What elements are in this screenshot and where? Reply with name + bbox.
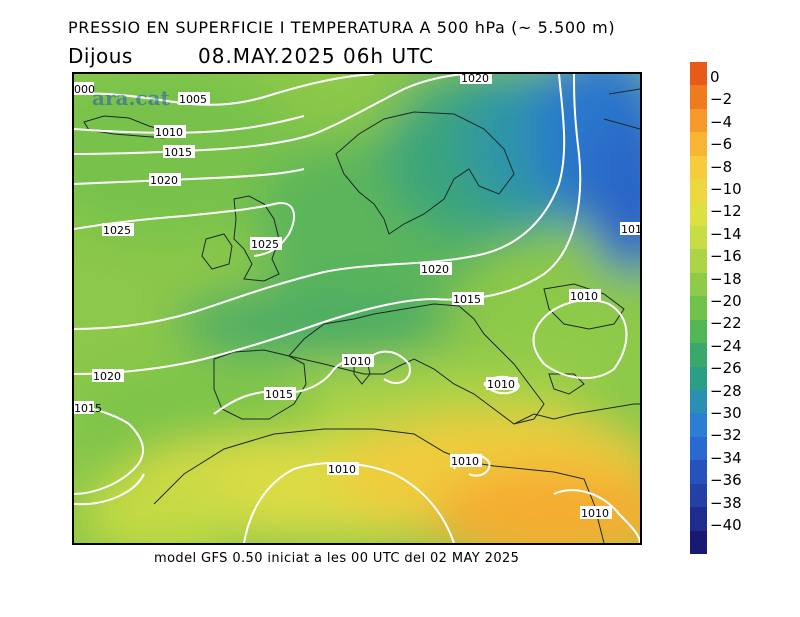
colorbar-label: −32 [710,426,742,445]
colorbar-label: −6 [710,135,733,154]
colorbar-swatch [690,85,707,110]
isobar-label: 1010 [343,355,371,368]
isobar-1020-central [74,74,566,330]
iberia-coast [213,349,307,420]
greece-coast [548,373,585,395]
isobar-label: 1010 [155,126,183,139]
isobar-label: 1010 [487,378,515,391]
colorbar-swatch [690,483,707,508]
black-sea-coast [543,283,625,330]
northeast-coast [603,88,640,130]
isobar-1020 [74,168,305,185]
map-canvas: 000 1005 1010 1015 1020 1025 1025 1020 1… [74,74,640,543]
map-title: PRESSIO EN SUPERFICIE I TEMPERATURA A 50… [68,18,616,37]
isobar-label: 1025 [251,238,279,251]
isobar-1010-egypt [553,489,640,543]
colorbar-label: −26 [710,359,742,378]
ireland-coast [201,233,233,270]
colorbar-swatch [690,390,707,414]
colorbar-label: −8 [710,157,733,176]
isobar-1010 [74,115,305,134]
colorbar-swatch [690,202,707,227]
isobar-label: 1015 [164,146,192,159]
isobar-label: 1010 [581,507,609,520]
scandinavia-coast [335,111,515,235]
colorbar-swatch [690,296,707,321]
isobar-label: 1025 [103,224,131,237]
isobar-label: 1010 [570,290,598,303]
colorbar-label: −40 [710,516,742,534]
colorbar-swatch [690,507,707,532]
isobar-1015-sw [74,473,145,506]
watermark-logo: ara.cat [92,86,170,110]
colorbar-swatch [690,226,707,250]
colorbar-swatch [690,108,707,133]
isobar-label: 1010 [328,463,356,476]
colorbar-swatch [690,272,707,297]
colorbar-label: 0 [710,68,720,86]
isobar-label: 1015 [265,388,293,401]
colorbar-label: −18 [710,269,742,288]
isobars [74,74,640,543]
isobar-label: 1020 [93,370,121,383]
colorbar-swatch [690,319,707,344]
isobar-label: 1005 [179,93,207,106]
colorbar-label: −20 [710,292,742,310]
isobar-label: 1020 [421,263,449,276]
north-africa-coast [153,428,605,543]
colorbar-label: −2 [710,90,733,109]
colorbar-label: −38 [710,493,742,512]
isobar-label: 1015 [74,402,102,415]
colorbar-label: −4 [710,112,733,131]
colorbar-swatch [690,155,707,180]
colorbar-swatch [690,249,707,274]
isobar-label: 101 [621,223,640,236]
temperature-colorbar [690,62,707,555]
colorbar-label: −24 [710,336,742,355]
colorbar-swatch [690,413,707,438]
isobar-label: 1010 [451,455,479,468]
colorbar-swatch [690,366,707,391]
colorbar-swatch [690,530,707,555]
colorbar-swatch [690,179,707,204]
forecast-datetime: 08.MAY.2025 06h UTC [198,44,435,68]
colorbar-swatch [690,132,707,157]
colorbar-label: −16 [710,247,742,266]
temperature-field [74,74,640,543]
forecast-day: Dijous [68,44,133,68]
turkey-coast [513,403,640,425]
isobar-1015 [74,74,465,155]
isobar-1010-italy [363,350,411,384]
isobar-label: 000 [74,83,95,96]
isobar-label: 1020 [461,74,489,85]
isobar-label: 1020 [150,174,178,187]
isobar-1015-atlantic [74,403,144,495]
continental-europe-coast [288,303,545,425]
colorbar-label: −36 [710,471,742,490]
model-info: model GFS 0.50 iniciat a les 00 UTC del … [154,551,520,566]
weather-map: 000 1005 1010 1015 1020 1025 1025 1020 1… [72,72,642,545]
colorbar-swatch [690,343,707,368]
colorbar-label: −12 [710,202,742,221]
isobar-1005 [74,74,375,106]
isobar-1025 [74,202,295,257]
colorbar-label: −14 [710,224,742,243]
colorbar-swatch [690,62,707,86]
colorbar-label: −22 [710,314,742,333]
colorbar-label: −34 [710,448,742,467]
isobar-label: 1015 [453,293,481,306]
colorbar-swatch [690,460,707,485]
isobar-1015-central [74,74,582,375]
colorbar-swatch [690,436,707,461]
colorbar-label: −10 [710,180,742,198]
colorbar-label: −28 [710,381,742,400]
isobar-labels: 000 1005 1010 1015 1020 1025 1025 1020 1… [74,74,640,520]
coastlines [83,88,640,543]
colorbar-label: −30 [710,404,742,422]
